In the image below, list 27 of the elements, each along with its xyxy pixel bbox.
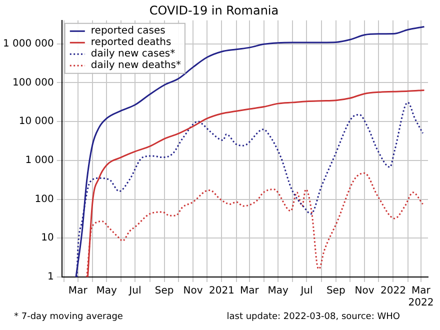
x-tick-label: Jul: [300, 286, 313, 297]
text: * 7-day moving average: [14, 312, 123, 322]
x-tick-label: May: [268, 286, 288, 297]
y-tick-label: 1 000: [25, 154, 54, 166]
y-tick-label: 10 000: [18, 116, 54, 128]
y-tick-label: 1 000 000: [2, 38, 54, 50]
x-tick-label: May: [96, 286, 117, 297]
y-tick-label: 100 000: [12, 77, 54, 88]
chart-title: COVID-19 in Romania: [149, 3, 279, 18]
x-tick-label: 2021: [208, 286, 234, 297]
text: last update: 2022-03-08, source: WHO: [226, 312, 400, 322]
y-tick-label: 1: [48, 272, 54, 283]
legend-label: daily new deaths*: [90, 60, 181, 72]
y-tick-label: 10: [41, 232, 54, 244]
x-tick-label: Mar: [68, 286, 88, 297]
x-tick-label: Mar: [240, 286, 260, 297]
legend-label: daily new cases*: [90, 48, 176, 60]
x-tick-label: Sep: [326, 286, 346, 297]
legend-label: reported cases: [90, 26, 166, 37]
x-tick-label: Jul: [128, 286, 142, 297]
y-tick-label: 100: [34, 194, 54, 205]
x-tick-label: Mar 2022: [408, 286, 434, 309]
legend-label: reported deaths: [90, 37, 172, 48]
x-tick-label: 2022: [380, 286, 406, 297]
x-tick-label: Sep: [154, 286, 174, 297]
x-tick-label: Nov: [183, 286, 203, 297]
x-tick-label: Nov: [354, 286, 374, 297]
